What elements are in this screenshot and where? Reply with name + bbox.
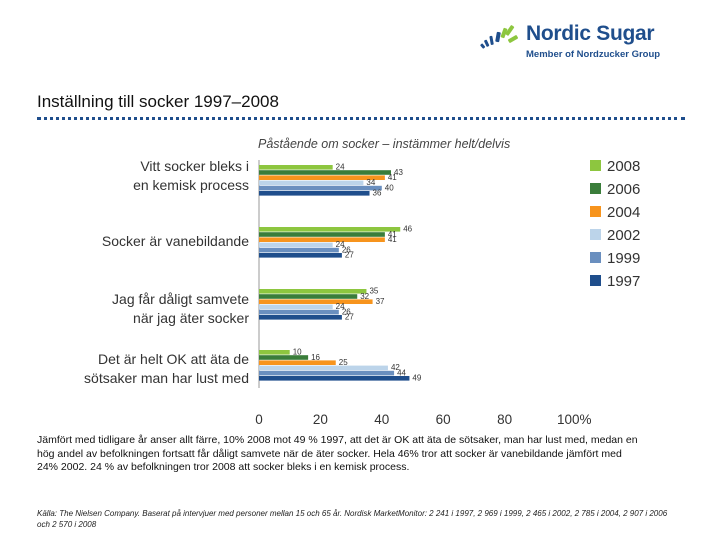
- source-note: Källa: The Nielsen Company. Baserat på i…: [37, 509, 668, 529]
- bar-1999-cat1: [259, 185, 382, 191]
- bar-chart: Påstående om socker – instämmer helt/del…: [84, 137, 640, 427]
- category-label: Vitt socker bleks i: [140, 158, 249, 174]
- bar-value-label: 36: [373, 189, 382, 198]
- bar-value-label: 24: [336, 302, 345, 311]
- x-tick-label: 20: [313, 412, 328, 427]
- legend-swatch-2006: [590, 183, 601, 194]
- legend-label: 2006: [607, 181, 640, 198]
- bar-value-label: 46: [403, 225, 412, 234]
- bar-1997-cat1: [259, 191, 370, 196]
- bar-value-label: 37: [376, 297, 385, 306]
- bar-1999-cat4: [259, 370, 395, 376]
- bar-value-label: 43: [394, 168, 403, 177]
- legend-label: 2008: [607, 158, 640, 175]
- category-label: Jag får dåligt samvete: [112, 291, 249, 307]
- bar-value-label: 41: [388, 235, 397, 244]
- bar-2006-cat4: [259, 355, 309, 360]
- bar-value-label: 32: [360, 292, 369, 301]
- bar-1997-cat2: [259, 253, 342, 258]
- x-tick-label: 80: [497, 412, 512, 427]
- slide-title: Inställning till socker 1997–2008: [37, 92, 279, 111]
- bar-value-label: 34: [366, 178, 375, 187]
- bar-2006-cat2: [259, 232, 385, 237]
- bar-value-label: 24: [336, 240, 345, 249]
- bar-value-label: 26: [342, 307, 351, 316]
- category-label: när jag äter socker: [133, 310, 249, 326]
- legend-swatch-1999: [590, 252, 601, 263]
- bar-2004-cat4: [259, 360, 336, 365]
- bar-2008-cat3: [259, 289, 367, 294]
- bar-value-label: 41: [388, 230, 397, 239]
- bar-2002-cat1: [259, 180, 364, 186]
- bar-value-label: 35: [369, 287, 378, 296]
- legend-label: 2002: [607, 227, 640, 244]
- bar-2002-cat3: [259, 304, 333, 310]
- sugar-beet-logo-icon: [480, 25, 518, 49]
- bar-2002-cat4: [259, 365, 388, 371]
- body-text: Jämfört med tidligare år anser allt färr…: [37, 434, 638, 473]
- legend-label: 1999: [607, 250, 640, 267]
- nordic-sugar-logo: Nordic Sugar Member of Nordzucker Group: [478, 22, 688, 66]
- bar-2008-cat2: [259, 227, 401, 232]
- logo-name: Nordic Sugar: [526, 22, 655, 45]
- bar-1999-cat3: [259, 309, 339, 315]
- bar-value-label: 42: [391, 363, 400, 372]
- legend-label: 2004: [607, 204, 640, 221]
- bar-1997-cat3: [259, 315, 342, 320]
- bar-value-label: 27: [345, 313, 354, 322]
- legend-swatch-2002: [590, 229, 601, 240]
- bar-2002-cat2: [259, 242, 333, 248]
- bar-value-label: 16: [311, 353, 320, 362]
- bar-value-label: 26: [342, 245, 351, 254]
- bar-value-label: 24: [336, 163, 345, 172]
- bar-value-label: 40: [385, 183, 394, 192]
- bar-2006-cat1: [259, 170, 392, 175]
- bar-2008-cat4: [259, 350, 290, 355]
- category-label: Det är helt OK att äta de: [98, 351, 249, 367]
- legend-swatch-1997: [590, 275, 601, 286]
- bar-2004-cat1: [259, 175, 385, 180]
- bar-value-label: 49: [412, 374, 421, 383]
- chart-title: Påstående om socker – instämmer helt/del…: [258, 137, 510, 151]
- x-tick-label: 60: [436, 412, 451, 427]
- logo-tagline: Member of Nordzucker Group: [526, 49, 661, 60]
- bar-value-label: 44: [397, 368, 406, 377]
- bar-2008-cat1: [259, 165, 333, 170]
- category-label: en kemisk process: [133, 177, 249, 193]
- category-label: sötsaker man har lust med: [84, 370, 249, 386]
- bar-value-label: 27: [345, 251, 354, 260]
- title-divider: [37, 117, 685, 120]
- bar-2004-cat3: [259, 299, 373, 304]
- bar-value-label: 25: [339, 358, 348, 367]
- legend-swatch-2004: [590, 206, 601, 217]
- bar-2004-cat2: [259, 237, 385, 242]
- x-tick-label: 0: [255, 412, 263, 427]
- x-tick-label: 40: [374, 412, 389, 427]
- bar-1999-cat2: [259, 247, 339, 253]
- bar-2006-cat3: [259, 294, 358, 299]
- category-label: Socker är vanebildande: [102, 233, 249, 249]
- bar-value-label: 41: [388, 173, 397, 182]
- bar-value-label: 10: [293, 348, 302, 357]
- x-tick-label: 100%: [557, 412, 592, 427]
- legend-swatch-2008: [590, 160, 601, 171]
- bar-1997-cat4: [259, 376, 410, 381]
- legend-label: 1997: [607, 273, 640, 290]
